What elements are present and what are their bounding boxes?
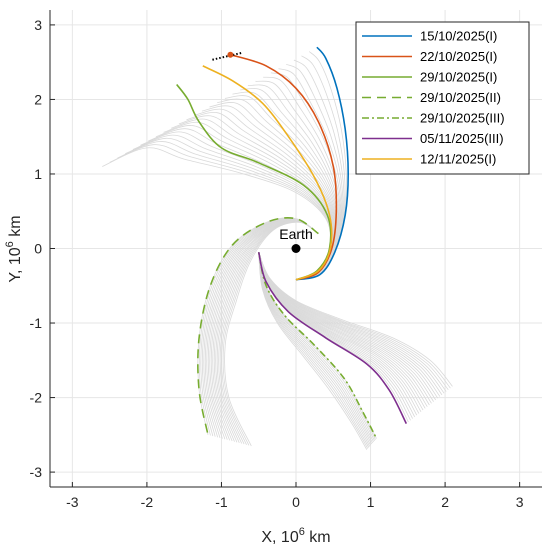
x-tick-label: -1 bbox=[215, 494, 228, 510]
y-axis-label-exponent: 6 bbox=[4, 241, 16, 247]
legend-label: 05/11/2025(III) bbox=[420, 131, 504, 146]
x-tick-label: -2 bbox=[141, 494, 154, 510]
y-axis-label-unit: km bbox=[7, 215, 24, 241]
series-line-2 bbox=[230, 53, 338, 281]
series-line-3 bbox=[176, 84, 332, 281]
legend: 15/10/2025(I) 22/10/2025(I) 29/10/2025(I) 2… bbox=[355, 21, 530, 175]
x-tick-label: 1 bbox=[367, 494, 375, 510]
background-trajectory bbox=[258, 252, 368, 450]
x-tick-label: 0 bbox=[292, 494, 300, 510]
legend-label: 29/10/2025(I) bbox=[420, 70, 497, 85]
y-tick-label: -3 bbox=[30, 464, 43, 480]
legend-label: 29/10/2025(II) bbox=[420, 90, 501, 105]
earth-label: Earth bbox=[279, 226, 312, 242]
y-axis-label: Y, 106 km bbox=[4, 215, 24, 282]
markers bbox=[212, 51, 301, 253]
tick-labels: -3 -2 -1 0 1 2 3 -3 -2 -1 0 1 2 3 bbox=[30, 17, 524, 510]
y-tick-label: -2 bbox=[30, 390, 43, 406]
background-trajectory bbox=[258, 252, 371, 447]
background-trajectory bbox=[258, 252, 370, 448]
background-trajectory bbox=[258, 252, 375, 441]
arrival-dots bbox=[212, 51, 243, 61]
x-tick-label: 3 bbox=[516, 494, 524, 510]
x-tick-label: -3 bbox=[66, 494, 79, 510]
legend-label: 29/10/2025(III) bbox=[420, 111, 505, 126]
series-line-1 bbox=[295, 46, 350, 281]
background-trajectory bbox=[258, 252, 373, 444]
y-tick-label: 0 bbox=[34, 241, 42, 257]
endpoint-marker bbox=[227, 51, 234, 58]
legend-label: 15/10/2025(I) bbox=[420, 29, 497, 44]
x-axis-label-exponent: 6 bbox=[299, 526, 305, 538]
series-line-6 bbox=[257, 251, 408, 424]
series-line-5 bbox=[257, 252, 378, 439]
x-axis-label-unit: km bbox=[305, 529, 331, 546]
series-line-7 bbox=[202, 65, 333, 281]
y-tick-label: -1 bbox=[30, 315, 43, 331]
x-axis-label-text: X, 10 bbox=[261, 529, 298, 546]
background-trajectory bbox=[224, 221, 319, 447]
y-tick-label: 2 bbox=[34, 91, 42, 107]
legend-label: 12/11/2025(I) bbox=[420, 152, 496, 167]
background-trajectory bbox=[258, 252, 372, 446]
background-trajectory bbox=[258, 252, 453, 387]
y-tick-label: 3 bbox=[34, 17, 42, 33]
axes bbox=[49, 10, 542, 488]
y-tick-label: 1 bbox=[34, 166, 42, 182]
background-trajectory bbox=[258, 252, 374, 443]
background-trajectory bbox=[258, 252, 373, 445]
legend-label: 22/10/2025(I) bbox=[420, 49, 497, 64]
x-axis-label: X, 106 km bbox=[261, 526, 330, 546]
x-tick-label: 2 bbox=[441, 494, 449, 510]
y-axis-label-text: Y, 10 bbox=[7, 247, 24, 282]
earth-marker bbox=[291, 244, 301, 253]
series-lines bbox=[176, 46, 408, 439]
series-line-4 bbox=[197, 217, 319, 435]
